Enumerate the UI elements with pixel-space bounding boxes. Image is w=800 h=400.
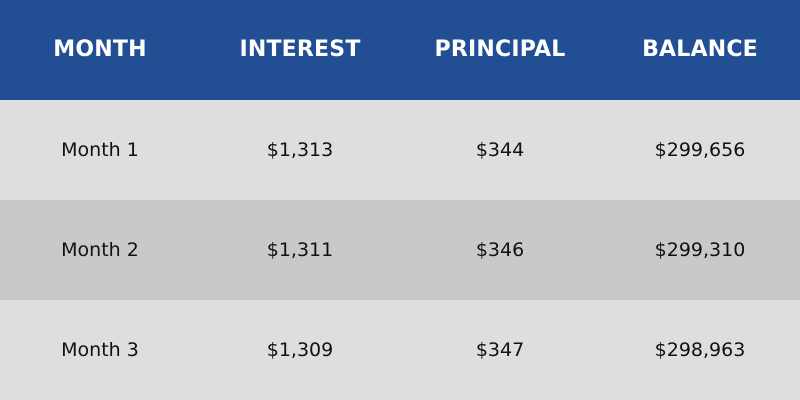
table-row: Month 1 $1,313 $344 $299,656 (0, 100, 800, 200)
cell-principal: $347 (475, 339, 525, 361)
table-header-row: MONTH INTEREST PRINCIPAL BALANCE (0, 0, 800, 100)
cell-balance: $298,963 (654, 339, 746, 361)
cell-balance: $299,656 (654, 139, 746, 161)
table-row: Month 3 $1,309 $347 $298,963 (0, 300, 800, 400)
cell-principal: $346 (475, 239, 525, 261)
column-header-principal: PRINCIPAL (434, 36, 566, 62)
cell-balance: $299,310 (654, 239, 746, 261)
cell-interest: $1,309 (266, 339, 334, 361)
cell-principal: $344 (475, 139, 525, 161)
cell-interest: $1,313 (266, 139, 334, 161)
cell-month: Month 3 (61, 339, 139, 361)
cell-month: Month 2 (61, 239, 139, 261)
column-header-balance: BALANCE (642, 36, 758, 62)
column-header-month: MONTH (53, 36, 147, 62)
column-header-interest: INTEREST (239, 36, 361, 62)
table-row: Month 2 $1,311 $346 $299,310 (0, 200, 800, 300)
cell-month: Month 1 (61, 139, 139, 161)
cell-interest: $1,311 (266, 239, 334, 261)
